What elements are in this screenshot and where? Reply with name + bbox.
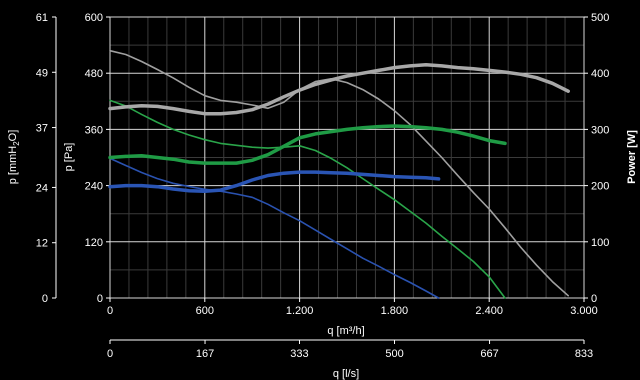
y3-tick-label: 0 <box>591 293 597 305</box>
x-tick-label: 1.800 <box>381 305 409 317</box>
y3-axis-title: Power [W] <box>626 130 638 184</box>
y-tick-label: 0 <box>97 293 103 305</box>
x2-tick-label: 667 <box>480 348 498 360</box>
y2-tick-label: 49 <box>36 67 48 79</box>
y-tick-label: 600 <box>85 12 103 24</box>
y2-axis-title-main: p [mmH <box>7 146 19 185</box>
y2-tick-label: 0 <box>42 293 48 305</box>
x2-tick-label: 167 <box>196 348 214 360</box>
y2-tick-label: 24 <box>36 182 48 194</box>
x-tick-label: 3.000 <box>570 305 598 317</box>
y-tick-label: 120 <box>85 237 103 249</box>
y3-tick-label: 500 <box>591 12 609 24</box>
x2-tick-label: 0 <box>107 348 113 360</box>
power-curve-3 <box>108 63 570 116</box>
x2-tick-label: 833 <box>575 348 593 360</box>
x2-axis-title: q [l/s] <box>333 368 359 380</box>
x-tick-label: 0 <box>107 305 113 317</box>
pressure-curve-0 <box>109 49 570 297</box>
y-tick-label: 360 <box>85 124 103 136</box>
pressure-curve-2 <box>109 157 440 299</box>
pressure-curve-1 <box>109 99 506 299</box>
y3-tick-label: 100 <box>591 237 609 249</box>
series-layer <box>108 49 570 299</box>
y2-tick-label: 12 <box>36 238 48 250</box>
x-tick-label: 600 <box>196 305 214 317</box>
x2-tick-label: 500 <box>385 348 403 360</box>
y2-axis-title-subscript: 2 <box>12 141 21 146</box>
y2-axis-title: p [mmH2O] <box>7 130 21 185</box>
power-curve-5 <box>108 170 441 193</box>
x2-tick-label: 333 <box>290 348 308 360</box>
y2-tick-label: 37 <box>36 123 48 135</box>
y2-axis-title-end: O] <box>7 130 19 142</box>
y-axis-title: p [Pa] <box>63 143 75 172</box>
y2-tick-label: 61 <box>36 12 48 24</box>
y3-tick-label: 400 <box>591 68 609 80</box>
x-axis-title: q [m³/h] <box>327 325 364 337</box>
y3-tick-label: 200 <box>591 181 609 193</box>
y3-tick-label: 300 <box>591 124 609 136</box>
y-tick-label: 240 <box>85 181 103 193</box>
x-tick-label: 1.200 <box>286 305 314 317</box>
power-curve-4 <box>108 124 507 165</box>
x-tick-label: 2.400 <box>475 305 503 317</box>
y-tick-label: 480 <box>85 68 103 80</box>
